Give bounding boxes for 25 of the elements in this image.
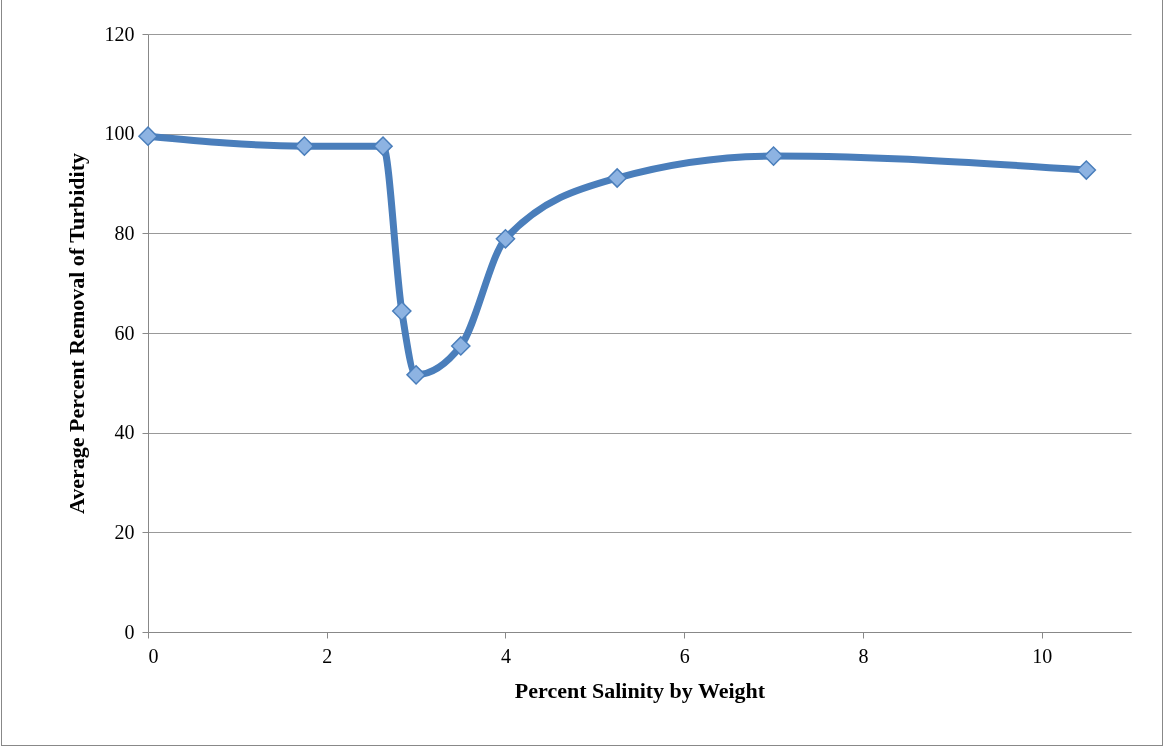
- point: [391, 301, 412, 321]
- y-tick-label: 20: [114, 520, 135, 543]
- point: [406, 365, 426, 385]
- point: [495, 228, 516, 249]
- x-tick-label: 4: [500, 644, 511, 667]
- point: [450, 336, 471, 356]
- x-tick-label: 8: [858, 644, 869, 667]
- y-tick-label: 0: [124, 620, 135, 643]
- y-axis-title: Average Percent Removal of Turbidity: [63, 153, 89, 514]
- y-tick-label: 40: [114, 421, 135, 444]
- point: [607, 168, 627, 188]
- point: [294, 136, 315, 156]
- y-tick-label: 60: [114, 321, 135, 344]
- x-tick-label: 6: [679, 644, 690, 667]
- point: [1076, 160, 1097, 180]
- point: [763, 146, 784, 166]
- y-tick-label: 120: [104, 22, 135, 45]
- y-tick-label: 80: [114, 221, 135, 244]
- x-tick-label: 10: [1032, 644, 1053, 667]
- y-tick-label: 100: [104, 122, 135, 145]
- point: [138, 126, 158, 146]
- x-axis-title: Percent Salinity by Weight: [514, 677, 766, 703]
- x-tick-label: 0: [148, 644, 159, 667]
- point: [373, 136, 393, 156]
- x-tick-label: 2: [322, 644, 333, 667]
